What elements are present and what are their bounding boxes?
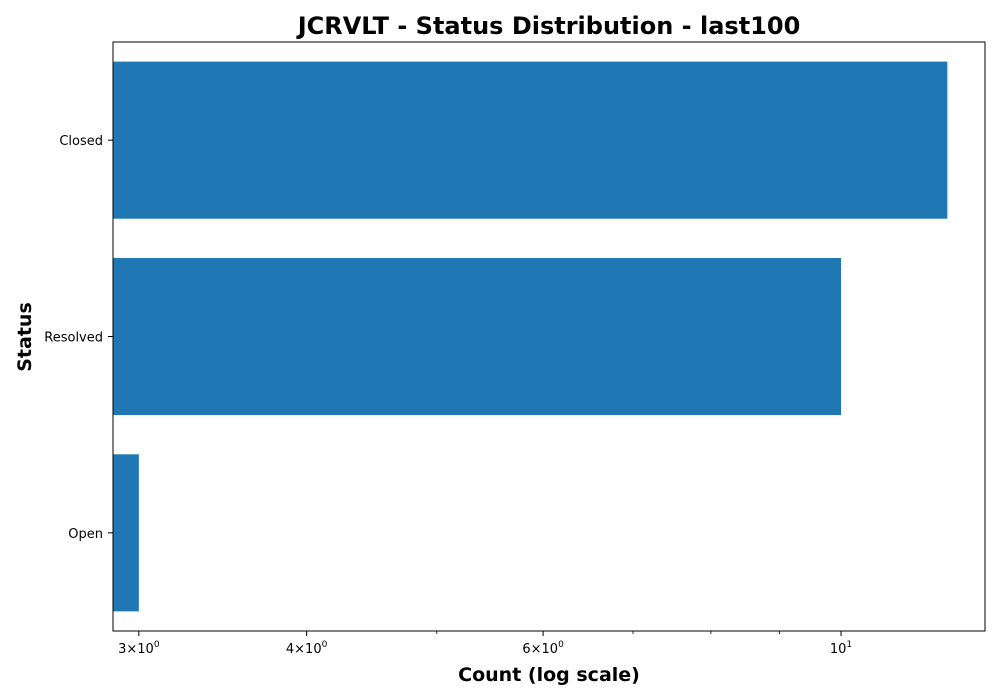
- x-axis-label: Count (log scale): [458, 664, 640, 686]
- bar-open: [113, 454, 139, 612]
- x-tick-label: 4×100: [286, 640, 328, 657]
- x-axis-ticks: 3×100 4×100 6×100 101: [118, 631, 852, 657]
- y-axis-ticks: Closed Resolved Open: [44, 134, 113, 542]
- y-axis-label: Status: [14, 302, 36, 372]
- x-tick-label: 3×100: [118, 640, 160, 657]
- y-tick-label: Open: [68, 527, 103, 542]
- bar-closed: [113, 61, 948, 219]
- chart-title: JCRVLT - Status Distribution - last100: [296, 12, 801, 40]
- bar-resolved: [113, 257, 842, 416]
- bars-group: [113, 61, 948, 612]
- x-tick-label: 6×100: [522, 640, 564, 657]
- y-tick-label: Closed: [59, 134, 103, 149]
- y-tick-label: Resolved: [44, 331, 103, 346]
- x-tick-label: 101: [830, 640, 852, 657]
